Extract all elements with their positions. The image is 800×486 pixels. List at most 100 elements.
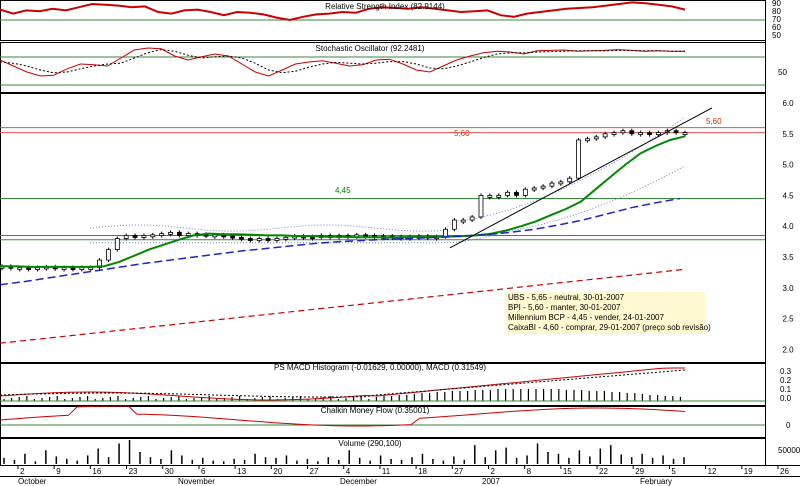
note-bcp: Millennium BCP - 4,45 - vender, 24-01-20… [508,313,664,322]
candle-body [97,259,102,268]
candle-body [567,177,573,183]
cmf-tick-label: 0 [786,421,791,430]
rsi-tick-label: 90 [772,0,781,8]
bollinger-lower [90,165,686,244]
candle-body [168,231,173,235]
candle-body [230,235,236,239]
candle-body [558,181,564,185]
candle-body [141,235,147,238]
candle-body [682,132,688,135]
candle-body [647,132,652,135]
x-tick-label: 26 [780,467,789,476]
x-tick-label: 2 [490,467,495,476]
volume-tick-label: 50000 [778,446,800,455]
candle-body [522,188,528,196]
candle-body [478,194,484,218]
candle-body [487,194,493,198]
level-label-green: 4,45 [335,186,351,195]
candle-body [106,249,111,261]
candle-body [185,233,191,236]
x-tick-label: 20 [273,467,282,476]
macd-tick-label: 0.2 [780,376,792,385]
candle-body [540,185,546,189]
x-tick-label: 30 [165,467,174,476]
candle-body [239,236,244,240]
candle-body [505,191,510,196]
macd-tick-label: 0.3 [780,367,792,376]
candle-body [443,228,448,238]
candle-body [283,236,289,240]
stoch-tick-label: 50 [778,68,787,77]
macd-line [0,367,685,401]
macd-tick-label: 0.0 [780,394,792,403]
rsi-tick-label: 70 [772,15,781,24]
candle-body [514,191,519,196]
candle-body [274,238,280,241]
rsi-tick-label: 50 [772,31,781,40]
x-tick-label: 4 [346,467,351,476]
trend-line [449,107,713,249]
note-ubs: UBS - 5,65 - neutral, 30-01-2007 [508,293,625,302]
x-tick-label: 27 [454,467,463,476]
ma-mid-line [0,197,681,286]
candle-body [256,238,262,241]
rsi-tick-label: 80 [772,7,781,16]
level-label-red-right: 5,60 [706,117,722,126]
cmf-line [0,405,686,427]
x-tick-label: 11 [382,467,391,476]
price-tick-label: 2.5 [782,315,794,324]
candle-body [150,234,156,238]
x-month-label: February [640,477,672,486]
volume-title: Volume (290,100) [338,439,401,448]
x-month-label: October [18,477,47,486]
price-tick-label: 3.5 [782,253,794,262]
x-tick-label: 13 [237,467,246,476]
x-month-label: 2007 [482,477,500,486]
candle-body [114,238,120,251]
candle-body [585,138,590,142]
candle-body [549,182,555,187]
x-tick-label: 27 [310,467,319,476]
price-tick-label: 4.0 [782,222,794,231]
stoch-title: Stochastic Oscillator (92.2481) [316,44,425,53]
candle-body [469,216,475,221]
rsi-line [0,1,686,22]
price-tick-label: 6.0 [782,99,794,108]
stoch-d-line [0,49,685,74]
candle-body [159,233,165,236]
candle-body [451,219,457,230]
x-tick-label: 12 [708,467,717,476]
candle-body [531,187,537,191]
note-caixabi: CaixaBI - 4,60 - comprar, 29-01-2007 (pr… [508,323,711,332]
candle-body [593,136,599,140]
rsi-title: Relative Strength Index (82.9144) [325,2,445,11]
candle-body [123,235,129,239]
bollinger-upper [89,116,686,232]
price-tick-label: 4.5 [782,191,794,200]
stoch-k-line [0,47,685,77]
candle-body [265,238,271,241]
candle-body [620,130,626,134]
price-tick-label: 2.0 [782,345,794,354]
candle-body [673,130,679,134]
x-tick-label: 16 [92,467,101,476]
candle-body [17,267,23,270]
cmf-title: Chalkin Money Flow (0.35001) [321,406,430,415]
x-tick-label: 8 [527,467,532,476]
x-tick-label: 19 [744,467,753,476]
price-tick-label: 3.0 [782,284,794,293]
x-month-label: December [340,477,377,486]
x-tick-label: 5 [671,467,676,476]
candle-body [460,219,466,223]
x-tick-label: 15 [563,467,572,476]
ma-long-line [0,268,686,344]
x-tick-label: 6 [201,467,206,476]
x-tick-label: 29 [635,467,644,476]
candle-body [638,132,644,135]
rsi-tick-label: 60 [772,23,781,32]
candle-body [576,139,581,179]
x-tick-label: 18 [418,467,427,476]
candle-body [655,132,661,135]
candle-body [602,133,608,138]
